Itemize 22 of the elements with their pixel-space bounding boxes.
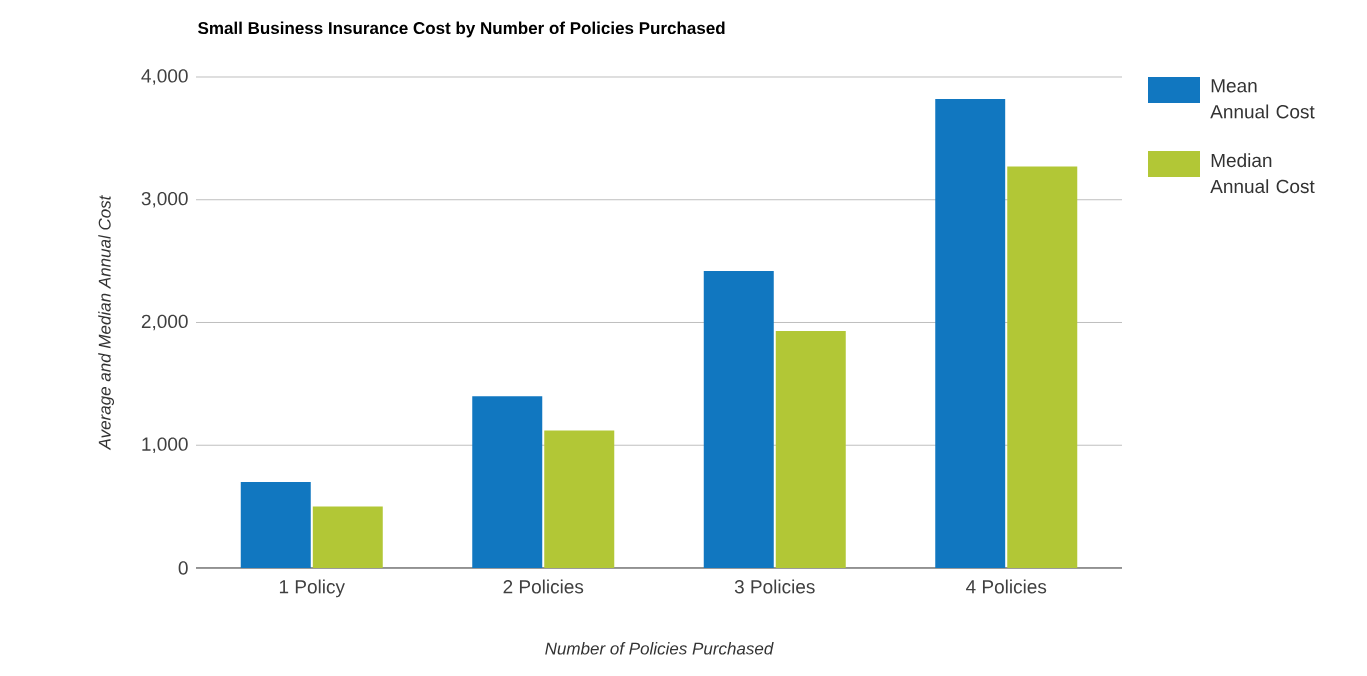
x-tick-label: 2 Policies (503, 579, 584, 594)
y-tick-label: 2,000 (141, 314, 188, 331)
legend-label: Median Annual Cost (1210, 153, 1315, 194)
y-tick-label: 3,000 (141, 191, 188, 208)
y-axis-title: Average and Median Annual Cost (98, 195, 115, 451)
y-tick-label: 1,000 (142, 437, 188, 454)
x-tick-label: 3 Policies (734, 579, 815, 594)
bar (472, 396, 543, 568)
y-tick-label: 0 (178, 561, 188, 575)
x-axis-title: Number of Policies Purchased (545, 642, 774, 655)
x-tick-label: 4 Policies (966, 579, 1047, 594)
bar (775, 331, 846, 568)
y-tick-label: 4,000 (141, 69, 188, 85)
bar (544, 430, 615, 568)
x-tick-label: 1 Policy (279, 579, 345, 598)
bar (312, 506, 383, 568)
legend-label: Mean Annual Cost (1210, 79, 1315, 119)
bar (935, 99, 1006, 568)
bar (1007, 166, 1078, 568)
bar (703, 270, 774, 568)
chart-title: Small Business Insurance Cost by Number of Policies Purchased (198, 21, 725, 38)
bar (240, 482, 311, 568)
